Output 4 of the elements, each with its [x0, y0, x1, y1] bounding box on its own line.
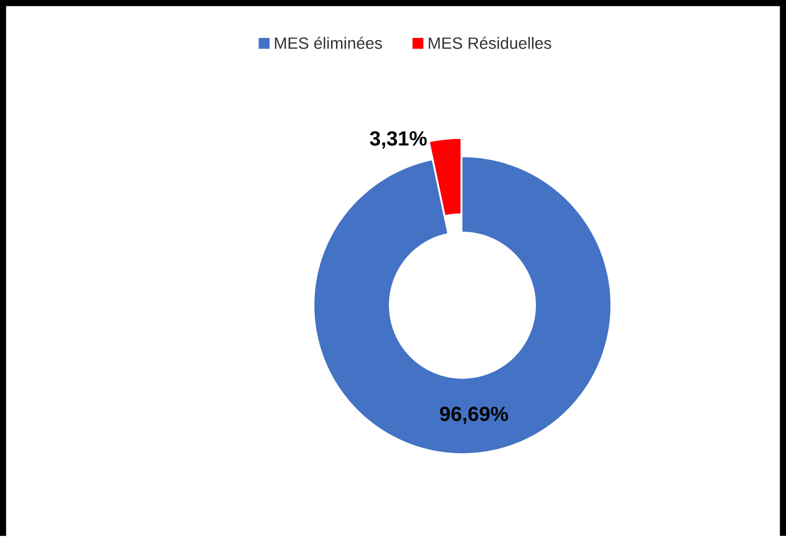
data-label: 3,31% — [370, 131, 427, 149]
legend-label: MES éliminées — [274, 36, 382, 49]
data-label: 96,69% — [440, 406, 508, 424]
legend-label: MES Résiduelles — [428, 36, 552, 49]
